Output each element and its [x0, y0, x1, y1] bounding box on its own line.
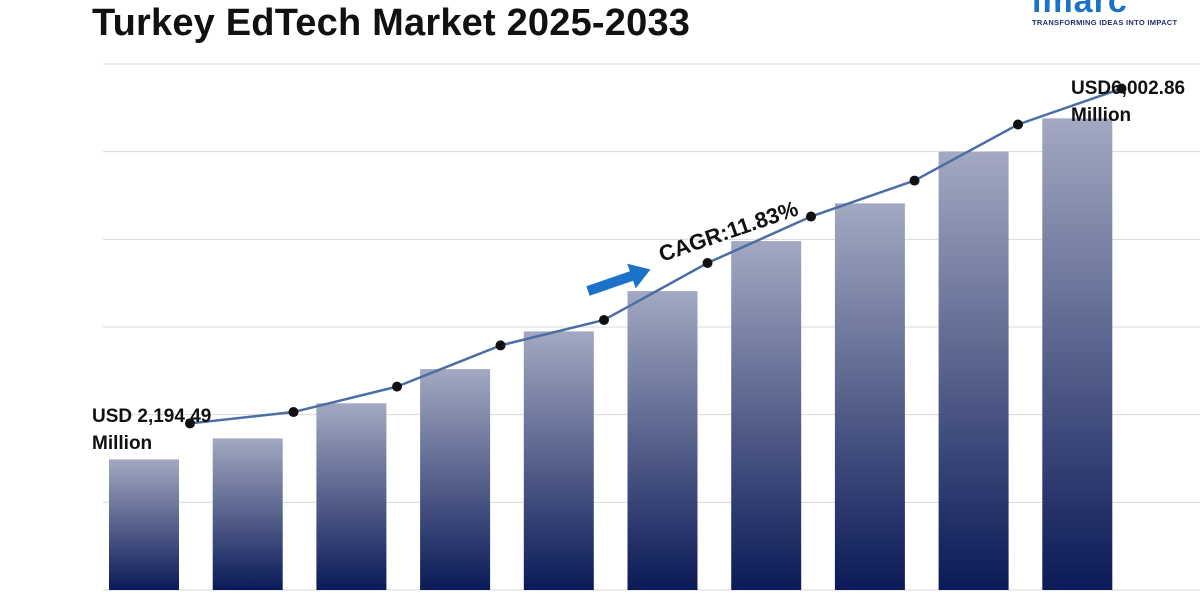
end-value-callout: USD6,002.86 Million — [1071, 75, 1185, 129]
trend-marker-4 — [495, 340, 506, 351]
start-value-callout: USD 2,194.49 Million — [92, 403, 211, 457]
bar-1 — [109, 459, 179, 590]
bar-3 — [316, 403, 387, 590]
trend-marker-9 — [1013, 119, 1023, 130]
bar-6 — [627, 291, 698, 590]
bar-10 — [1042, 118, 1113, 590]
bar-8 — [834, 203, 905, 590]
cagr-arrow-icon — [586, 263, 651, 296]
arrow-shape — [586, 263, 651, 296]
logo-tagline: TRANSFORMING IDEAS INTO IMPACT — [1032, 18, 1178, 27]
start-value: USD 2,194.49 — [92, 406, 212, 427]
trend-marker-10 — [1116, 83, 1127, 94]
end-unit: Million — [1071, 105, 1132, 126]
trend-marker-8 — [909, 175, 920, 186]
bar-7 — [731, 241, 802, 590]
logo-wordmark: imarc — [1032, 0, 1128, 20]
trend-marker-2 — [288, 407, 299, 418]
trend-marker-1 — [185, 418, 195, 429]
bar-5 — [523, 331, 594, 590]
page-title: Turkey EdTech Market 2025-2033 — [92, 2, 691, 44]
end-value: USD6,002.86 — [1071, 78, 1186, 99]
trend-marker-5 — [599, 314, 609, 325]
imarc-logo: imarc — [1030, 0, 1200, 30]
bar-4 — [420, 369, 491, 590]
start-unit: Million — [92, 433, 153, 454]
trend-marker-3 — [392, 381, 402, 392]
bars — [109, 118, 1113, 590]
trend-line — [189, 87, 1122, 425]
trend-marker-7 — [806, 211, 816, 222]
bar-2 — [212, 438, 283, 590]
trend-markers — [185, 83, 1127, 429]
trend-marker-6 — [702, 258, 713, 269]
trend-line-path — [189, 87, 1122, 425]
bar-9 — [938, 151, 1009, 590]
